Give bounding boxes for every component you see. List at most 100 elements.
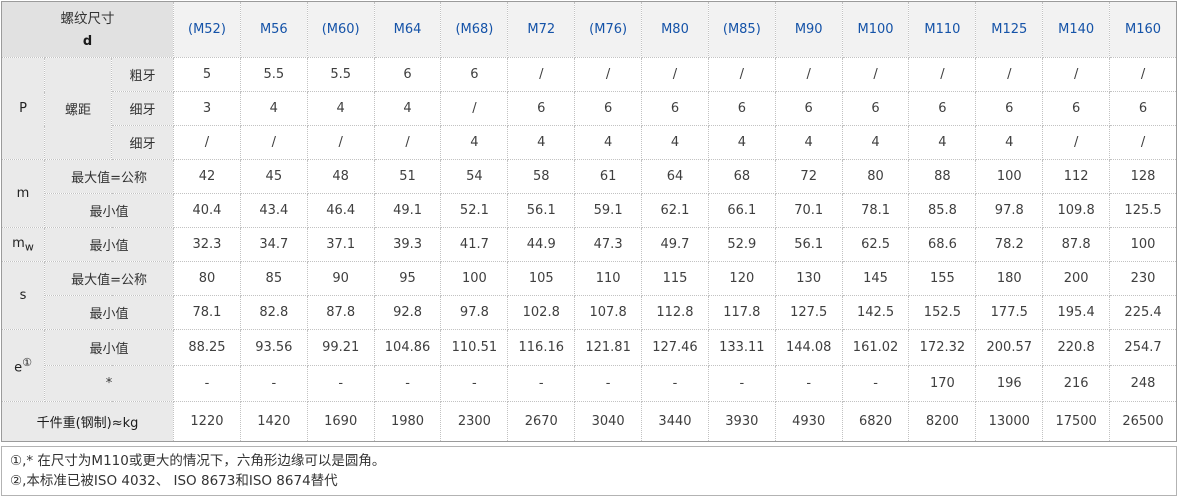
table-row: e① 最小值 88.25 93.56 99.21 104.86 110.51 116.16 12… (1, 329, 1177, 402)
data-cell: 47.3 (574, 227, 643, 262)
data-cell: / (641, 57, 709, 92)
data-cell: 170 (908, 365, 977, 402)
data-cell: 61 (574, 159, 643, 194)
data-cell: 80 (173, 261, 241, 296)
data-cell: 115 (641, 261, 709, 296)
data-cell: 46.4 (306, 193, 375, 228)
data-cell: 62.5 (841, 227, 910, 262)
data-cell: 220.8 (1042, 329, 1111, 366)
corner-title: 螺纹尺寸 (60, 10, 115, 27)
data-cell: 145 (841, 261, 910, 296)
data-cell: 49.1 (373, 193, 442, 228)
row-sub-label: 最小值 (43, 227, 175, 262)
data-cell: 39.3 (373, 227, 442, 262)
data-cell: 152.5 (908, 295, 977, 330)
data-cell: 105 (507, 261, 576, 296)
data-cell: 6 (1042, 91, 1111, 126)
data-cell: 3040 (574, 401, 643, 442)
data-cell: 4 (507, 125, 576, 160)
data-cell: 6 (440, 57, 509, 92)
row-key-label: e (14, 360, 23, 376)
data-cell: 95 (373, 261, 442, 296)
data-cell: / (1109, 125, 1177, 160)
data-cell: 52.1 (440, 193, 509, 228)
data-cell: 6 (1109, 91, 1177, 126)
data-cell: 100 (440, 261, 509, 296)
data-cell: 110.51 (440, 329, 509, 366)
data-cell: 26500 (1109, 401, 1177, 442)
row-sub-label: 最小值 (43, 329, 175, 366)
data-cell: 99.21 (306, 329, 375, 366)
data-cell: 216 (1042, 365, 1111, 402)
data-cell: 8200 (908, 401, 977, 442)
data-cell: 64 (641, 159, 709, 194)
data-cell: / (908, 57, 977, 92)
data-cell: 4 (373, 91, 442, 126)
column-header: M72 (507, 1, 576, 58)
data-cell: / (574, 57, 643, 92)
data-cell: 1220 (173, 401, 241, 442)
data-cell: / (1109, 57, 1177, 92)
column-header: (M68) (440, 1, 509, 58)
data-cell: 4 (641, 125, 709, 160)
data-cell: 88.25 (173, 329, 241, 366)
data-cell: 6 (908, 91, 977, 126)
data-cell: 4 (239, 91, 308, 126)
data-cell: 130 (774, 261, 843, 296)
table-row: m 最大值=公称 42 45 48 51 54 58 61 64 68 72 80 88 100 112 128 (1, 159, 1177, 228)
table-row: P 螺距 粗牙 5 5.5 5.5 6 6// / / / / / / / / (1, 57, 1177, 160)
row-key-label: m (12, 235, 25, 251)
data-cell: - (841, 365, 910, 402)
column-header: (M76) (574, 1, 643, 58)
data-cell: 52.9 (707, 227, 776, 262)
data-cell: 5.5 (306, 57, 375, 92)
data-cell: - (774, 365, 843, 402)
data-cell: 78.1 (173, 295, 241, 330)
data-cell: 161.02 (841, 329, 910, 366)
data-cell: 4 (440, 125, 509, 160)
data-cell: 37.1 (306, 227, 375, 262)
data-cell: 6820 (841, 401, 910, 442)
data-cell: 6 (574, 91, 643, 126)
data-cell: 127.5 (774, 295, 843, 330)
data-cell: 4 (908, 125, 977, 160)
table-row: s 最大值=公称 80 85 90 95 100 105 110 115 120 130 145 155 1… (1, 261, 1177, 330)
data-cell: 4 (574, 125, 643, 160)
data-cell: 196 (975, 365, 1044, 402)
data-cell: - (707, 365, 776, 402)
data-cell: 85.8 (908, 193, 977, 228)
data-cell: 225.4 (1109, 295, 1177, 330)
data-cell: 92.8 (373, 295, 442, 330)
data-cell: 6 (507, 91, 576, 126)
table-row: mw 最小值 32.3 34.7 37.1 39.3 41.7 44.9 47.3 49.7 52.… (1, 227, 1177, 262)
data-cell: 68 (707, 159, 776, 194)
data-cell: 6 (707, 91, 776, 126)
data-cell: 172.32 (908, 329, 977, 366)
row-key-mw: mw (1, 227, 45, 262)
column-header: M64 (373, 1, 442, 58)
data-cell: / (975, 57, 1044, 92)
data-cell: / (1042, 57, 1111, 92)
data-cell: 58 (507, 159, 576, 194)
data-cell: 200 (1042, 261, 1111, 296)
data-cell: 120 (707, 261, 776, 296)
row-sub-label: 细牙 (110, 91, 175, 126)
data-cell: 4 (306, 91, 375, 126)
row-sub-label: * (43, 365, 175, 402)
data-cell: 6 (774, 91, 843, 126)
data-cell: 97.8 (975, 193, 1044, 228)
data-cell: 100 (1109, 227, 1177, 262)
row-key-e: e① (1, 329, 45, 402)
data-cell: 6 (373, 57, 442, 92)
data-cell: 117.8 (707, 295, 776, 330)
data-cell: - (173, 365, 241, 402)
data-cell: 144.08 (774, 329, 843, 366)
data-cell: 34.7 (239, 227, 308, 262)
row-sub-label: 细牙 (110, 125, 175, 160)
data-cell: 248 (1109, 365, 1177, 402)
data-cell: 1980 (373, 401, 442, 442)
data-cell: 42 (173, 159, 241, 194)
data-cell: 6 (975, 91, 1044, 126)
data-cell: 48 (306, 159, 375, 194)
